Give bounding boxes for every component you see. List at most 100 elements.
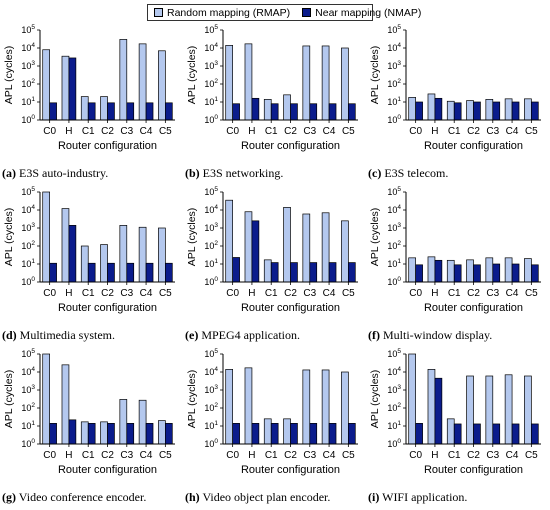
- y-axis-label: APL (cycles): [369, 370, 381, 429]
- bar-rmap: [524, 258, 532, 283]
- x-tick-label: H: [65, 450, 72, 461]
- bar-rmap: [524, 98, 532, 121]
- y-tick-label: 101: [21, 96, 35, 107]
- bar-rmap: [158, 420, 166, 445]
- bar-nmap: [145, 262, 154, 283]
- bar-nmap: [107, 102, 115, 121]
- bar-rmap: [225, 45, 233, 121]
- x-tick-label: C4: [506, 126, 519, 137]
- bar-nmap: [434, 97, 443, 121]
- y-tick-label: 105: [21, 348, 35, 359]
- x-axis-label: Router configuration: [241, 140, 340, 152]
- bar-rmap: [158, 227, 166, 283]
- bar-nmap: [145, 423, 154, 445]
- y-tick-label: 100: [21, 114, 35, 125]
- x-tick-label: C5: [525, 450, 538, 461]
- panel-caption: (g) Video conference encoder.: [2, 490, 146, 505]
- bar-rmap: [341, 371, 349, 445]
- x-axis-label: Router configuration: [58, 302, 157, 314]
- bar-rmap: [446, 259, 455, 283]
- bar-nmap: [511, 263, 520, 283]
- y-axis-label: APL (cycles): [3, 46, 15, 105]
- bar-rmap: [321, 212, 330, 283]
- panel-caption: (a) E3S auto-industry.: [2, 166, 108, 181]
- y-tick-label: 102: [21, 402, 35, 413]
- bar-nmap: [87, 262, 96, 283]
- x-tick-label: H: [248, 288, 255, 299]
- bar-nmap: [434, 259, 443, 283]
- bar-rmap: [244, 43, 253, 121]
- bar-nmap: [492, 263, 501, 283]
- chart-panel: 100 101 102 103 104 105 APL (cycles) C0 H C1 C2 C3 C…: [183, 186, 366, 348]
- x-tick-label: C0: [226, 288, 239, 299]
- bar-nmap: [453, 264, 462, 283]
- x-tick-label: C1: [82, 450, 95, 461]
- x-tick-label: C1: [448, 450, 461, 461]
- bar-nmap: [348, 423, 356, 445]
- caption-letter: (g): [2, 490, 16, 504]
- legend-swatch-rmap: [154, 8, 163, 17]
- chart-panel: 100 101 102 103 104 105 APL (cycles) C0 H C1 C2 C3 C…: [366, 348, 549, 510]
- bar-rmap: [427, 369, 436, 445]
- chart-svg: 100 101 102 103 104 105 APL (cycles) C0 H C1 C2 C3 C…: [369, 348, 541, 476]
- bar-rmap: [321, 369, 330, 445]
- bar-nmap: [68, 57, 77, 121]
- y-tick-label: 103: [21, 222, 35, 233]
- bar-rmap: [119, 399, 128, 445]
- x-tick-label: C5: [159, 288, 172, 299]
- x-tick-label: H: [248, 450, 255, 461]
- x-tick-label: C1: [82, 126, 95, 137]
- x-tick-label: C5: [159, 450, 172, 461]
- bar-nmap: [328, 103, 337, 121]
- bar-rmap: [244, 367, 253, 445]
- bar-nmap: [328, 423, 337, 445]
- bar-rmap: [504, 257, 513, 283]
- chart-svg: 100 101 102 103 104 105 APL (cycles) C0 H C1 C2 C3 C…: [369, 24, 541, 152]
- x-tick-label: C3: [486, 450, 499, 461]
- chart-svg: 100 101 102 103 104 105 APL (cycles) C0 H C1 C2 C3 C…: [3, 348, 175, 476]
- chart-grid: 100 101 102 103 104 105 APL (cycles) C0 H C1 C2 C3 C…: [0, 24, 550, 510]
- bar-rmap: [42, 353, 50, 445]
- bar-rmap: [504, 374, 513, 445]
- bar-rmap: [119, 39, 128, 121]
- x-tick-label: H: [431, 288, 438, 299]
- caption-letter: (h): [185, 490, 200, 504]
- bar-nmap: [165, 102, 173, 121]
- y-tick-label: 102: [204, 240, 218, 251]
- chart-legend: Random mapping (RMAP) Near mapping (NMAP…: [147, 4, 421, 21]
- bar-nmap: [348, 103, 356, 121]
- x-tick-label: C3: [303, 126, 316, 137]
- y-tick-label: 104: [204, 42, 218, 53]
- bar-rmap: [524, 375, 532, 445]
- x-tick-label: H: [65, 288, 72, 299]
- bar-rmap: [408, 353, 416, 445]
- y-tick-label: 101: [387, 96, 401, 107]
- bar-nmap: [290, 103, 298, 121]
- panel-caption: (e) MPEG4 application.: [185, 328, 300, 343]
- x-tick-label: C2: [101, 450, 114, 461]
- y-tick-label: 104: [387, 42, 401, 53]
- bar-rmap: [302, 213, 311, 283]
- caption-text: Multimedia system.: [16, 328, 115, 342]
- y-tick-label: 103: [204, 222, 218, 233]
- x-tick-label: C3: [303, 288, 316, 299]
- x-tick-label: C0: [43, 288, 56, 299]
- bar-rmap: [244, 211, 253, 283]
- y-tick-label: 102: [204, 78, 218, 89]
- x-tick-label: C1: [265, 126, 278, 137]
- bar-nmap: [126, 423, 135, 445]
- caption-text: E3S auto-industry.: [16, 166, 109, 180]
- x-tick-label: C4: [323, 450, 336, 461]
- bar-nmap: [49, 102, 57, 121]
- bar-nmap: [531, 423, 539, 445]
- y-tick-label: 104: [204, 204, 218, 215]
- y-axis-label: APL (cycles): [3, 208, 15, 267]
- y-tick-label: 100: [387, 438, 401, 449]
- x-tick-label: C4: [323, 288, 336, 299]
- x-tick-label: C1: [265, 288, 278, 299]
- caption-text: Video object plan encoder.: [199, 490, 331, 504]
- x-tick-label: C2: [467, 126, 480, 137]
- x-tick-label: C5: [342, 126, 355, 137]
- caption-text: MPEG4 application.: [198, 328, 300, 342]
- x-tick-label: C3: [120, 288, 133, 299]
